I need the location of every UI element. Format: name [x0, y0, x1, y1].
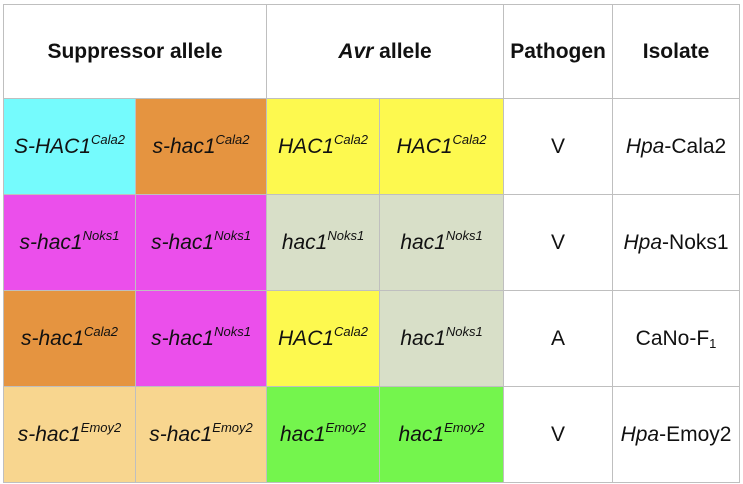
allele-base: s-hac1	[17, 422, 81, 446]
allele-superscript: Noks1	[445, 323, 483, 339]
allele-superscript: Cala2	[452, 131, 487, 147]
header-avr-allele: Avr allele	[266, 4, 505, 99]
avr-allele-cell: hac1Emoy2	[266, 386, 381, 483]
allele-base: S-HAC1	[14, 134, 92, 158]
isolate-name: -Noks1	[662, 230, 729, 254]
suppressor-allele-cell: s-hac1Noks1	[134, 290, 268, 387]
allele-superscript: Noks1	[214, 323, 251, 339]
header-row: Suppressor allele Avr allele Pathogen Is…	[2, 4, 741, 99]
isolate-cell: Hpa-Noks1	[612, 194, 741, 291]
allele-base: HAC1	[396, 134, 453, 158]
allele-superscript: Noks1	[445, 227, 483, 243]
suppressor-allele-cell: s-hac1Noks1	[134, 194, 268, 291]
allele-superscript: Cala2	[215, 131, 250, 147]
header-pathogen: Pathogen	[503, 4, 614, 99]
allele-base: hac1	[398, 422, 445, 446]
allele-base: s-hac1	[152, 134, 216, 158]
avr-allele-cell: HAC1Cala2	[266, 98, 381, 195]
avr-allele-cell: hac1Noks1	[379, 194, 505, 291]
allele-superscript: Cala2	[84, 323, 118, 339]
suppressor-allele-cell: s-hac1Emoy2	[3, 386, 136, 483]
pathogen-cell: A	[503, 290, 614, 387]
isolate-species: Hpa	[620, 422, 660, 446]
avr-allele-cell: hac1Noks1	[379, 290, 505, 387]
avr-allele-cell: hac1Noks1	[266, 194, 381, 291]
allele-base: s-hac1	[151, 326, 215, 350]
header-suppressor-allele: Suppressor allele	[2, 4, 268, 99]
allele-superscript: Noks1	[327, 227, 365, 243]
header-avr-rest: allele	[373, 39, 432, 63]
table-row: S-HAC1Cala2 s-hac1Cala2 HAC1Cala2 HAC1Ca…	[3, 98, 741, 195]
allele-base: s-hac1	[149, 422, 213, 446]
suppressor-allele-cell: s-hac1Cala2	[134, 98, 268, 195]
pathogen-cell: V	[503, 386, 614, 483]
allele-base: hac1	[400, 326, 446, 350]
allele-superscript: Emoy2	[444, 419, 485, 435]
allele-base: hac1	[281, 230, 328, 254]
suppressor-allele-cell: s-hac1Cala2	[3, 290, 136, 387]
allele-base: hac1	[400, 230, 446, 254]
header-avr-italic: Avr	[338, 39, 374, 63]
isolate-cell: Hpa-Cala2	[612, 98, 741, 195]
isolate-name: -Emoy2	[659, 422, 732, 446]
allele-base: HAC1	[278, 134, 335, 158]
allele-superscript: Cala2	[334, 323, 369, 339]
allele-base: s-hac1	[19, 230, 83, 254]
table-row: s-hac1Cala2 s-hac1Noks1 HAC1Cala2 hac1No…	[3, 290, 741, 387]
suppressor-allele-cell: S-HAC1Cala2	[3, 98, 136, 195]
table-row: s-hac1Noks1 s-hac1Noks1 hac1Noks1 hac1No…	[3, 194, 741, 291]
table-row: s-hac1Emoy2 s-hac1Emoy2 hac1Emoy2 hac1Em…	[3, 386, 741, 483]
isolate-name: -Cala2	[664, 134, 727, 158]
allele-superscript: Cala2	[334, 131, 369, 147]
pathogen-cell: V	[503, 194, 614, 291]
avr-allele-cell: hac1Emoy2	[379, 386, 505, 483]
allele-superscript: Emoy2	[212, 419, 253, 435]
pathogen-cell: V	[503, 98, 614, 195]
suppressor-allele-cell: s-hac1Emoy2	[134, 386, 268, 483]
isolate-species: Hpa	[623, 230, 663, 254]
avr-allele-cell: HAC1Cala2	[266, 290, 381, 387]
allele-superscript: Noks1	[82, 227, 120, 243]
allele-base: s-hac1	[21, 326, 85, 350]
allele-superscript: Cala2	[91, 131, 125, 147]
header-isolate: Isolate	[612, 4, 741, 99]
suppressor-allele-cell: s-hac1Noks1	[3, 194, 136, 291]
allele-superscript: Noks1	[214, 227, 251, 243]
avr-allele-cell: HAC1Cala2	[379, 98, 505, 195]
isolate-cell: Hpa-Emoy2	[612, 386, 741, 483]
allele-table: Suppressor allele Avr allele Pathogen Is…	[2, 4, 741, 483]
isolate-subscript: 1	[709, 335, 717, 351]
allele-superscript: Emoy2	[80, 419, 122, 435]
allele-base: HAC1	[278, 326, 335, 350]
isolate-cell: CaNo-F1	[612, 290, 741, 387]
isolate-name: CaNo-F	[635, 326, 710, 350]
isolate-species: Hpa	[625, 134, 665, 158]
allele-superscript: Emoy2	[325, 419, 367, 435]
allele-base: hac1	[280, 422, 326, 446]
allele-base: s-hac1	[151, 230, 215, 254]
